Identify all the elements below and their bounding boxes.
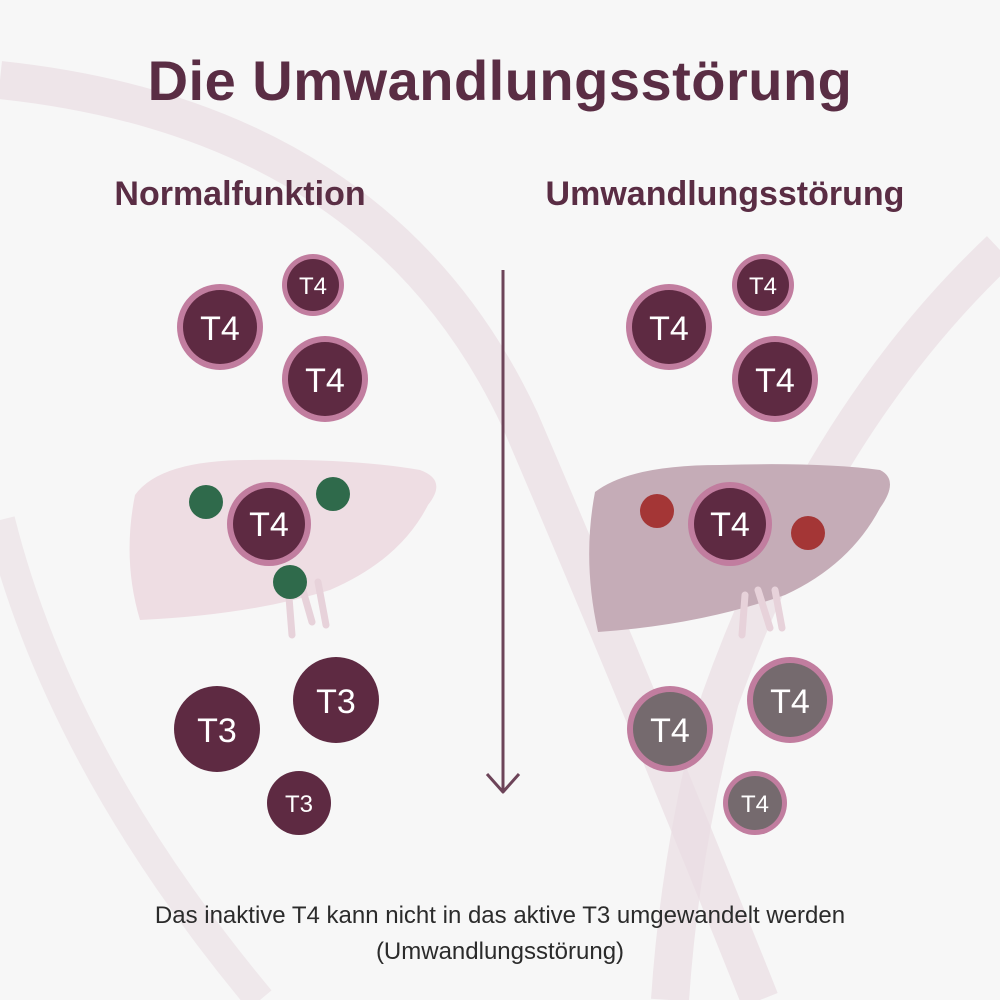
inactive-t4-label: T4 (741, 791, 769, 818)
t4-molecule-label: T4 (755, 362, 795, 400)
active-enzyme-dot (273, 565, 307, 599)
inactive-t4-label: T4 (650, 712, 690, 750)
page-title: Die Umwandlungsstörung (147, 49, 853, 112)
liver-disorder: T4 (589, 464, 890, 639)
left-bottom-molecules: T3 T3 T3 (174, 657, 379, 835)
liver-normal-t4-label: T4 (249, 506, 289, 544)
t4-molecule-label: T4 (305, 362, 345, 400)
t3-molecule-label: T3 (285, 791, 313, 818)
normal-function-heading: Normalfunktion (114, 175, 366, 213)
caption-line-1: Das inaktive T4 kann nicht in das aktive… (154, 902, 846, 929)
left-top-molecules: T4 T4 T4 (177, 254, 368, 422)
conversion-disorder-heading: Umwandlungsstörung (545, 175, 905, 213)
liver-normal: T4 (129, 459, 437, 639)
t4-molecule-label: T4 (200, 310, 240, 348)
divider-arrow (485, 270, 521, 794)
liver-disorder-t4-label: T4 (710, 506, 750, 544)
caption: Das inaktive T4 kann nicht in das aktive… (0, 898, 1000, 970)
caption-line-2: (Umwandlungsstörung) (375, 938, 625, 965)
inactive-t4-label: T4 (770, 683, 810, 721)
t3-molecule-label: T3 (316, 683, 356, 721)
blocked-enzyme-dot (640, 494, 674, 528)
active-enzyme-dot (316, 477, 350, 511)
right-bottom-molecules: T4 T4 T4 (627, 657, 833, 835)
active-enzyme-dot (189, 485, 223, 519)
right-top-molecules: T4 T4 T4 (626, 254, 818, 422)
t4-molecule-label: T4 (649, 310, 689, 348)
t4-molecule-label: T4 (749, 273, 777, 300)
t4-molecule-label: T4 (299, 273, 327, 300)
blocked-enzyme-dot (791, 516, 825, 550)
t3-molecule-label: T3 (197, 712, 237, 750)
